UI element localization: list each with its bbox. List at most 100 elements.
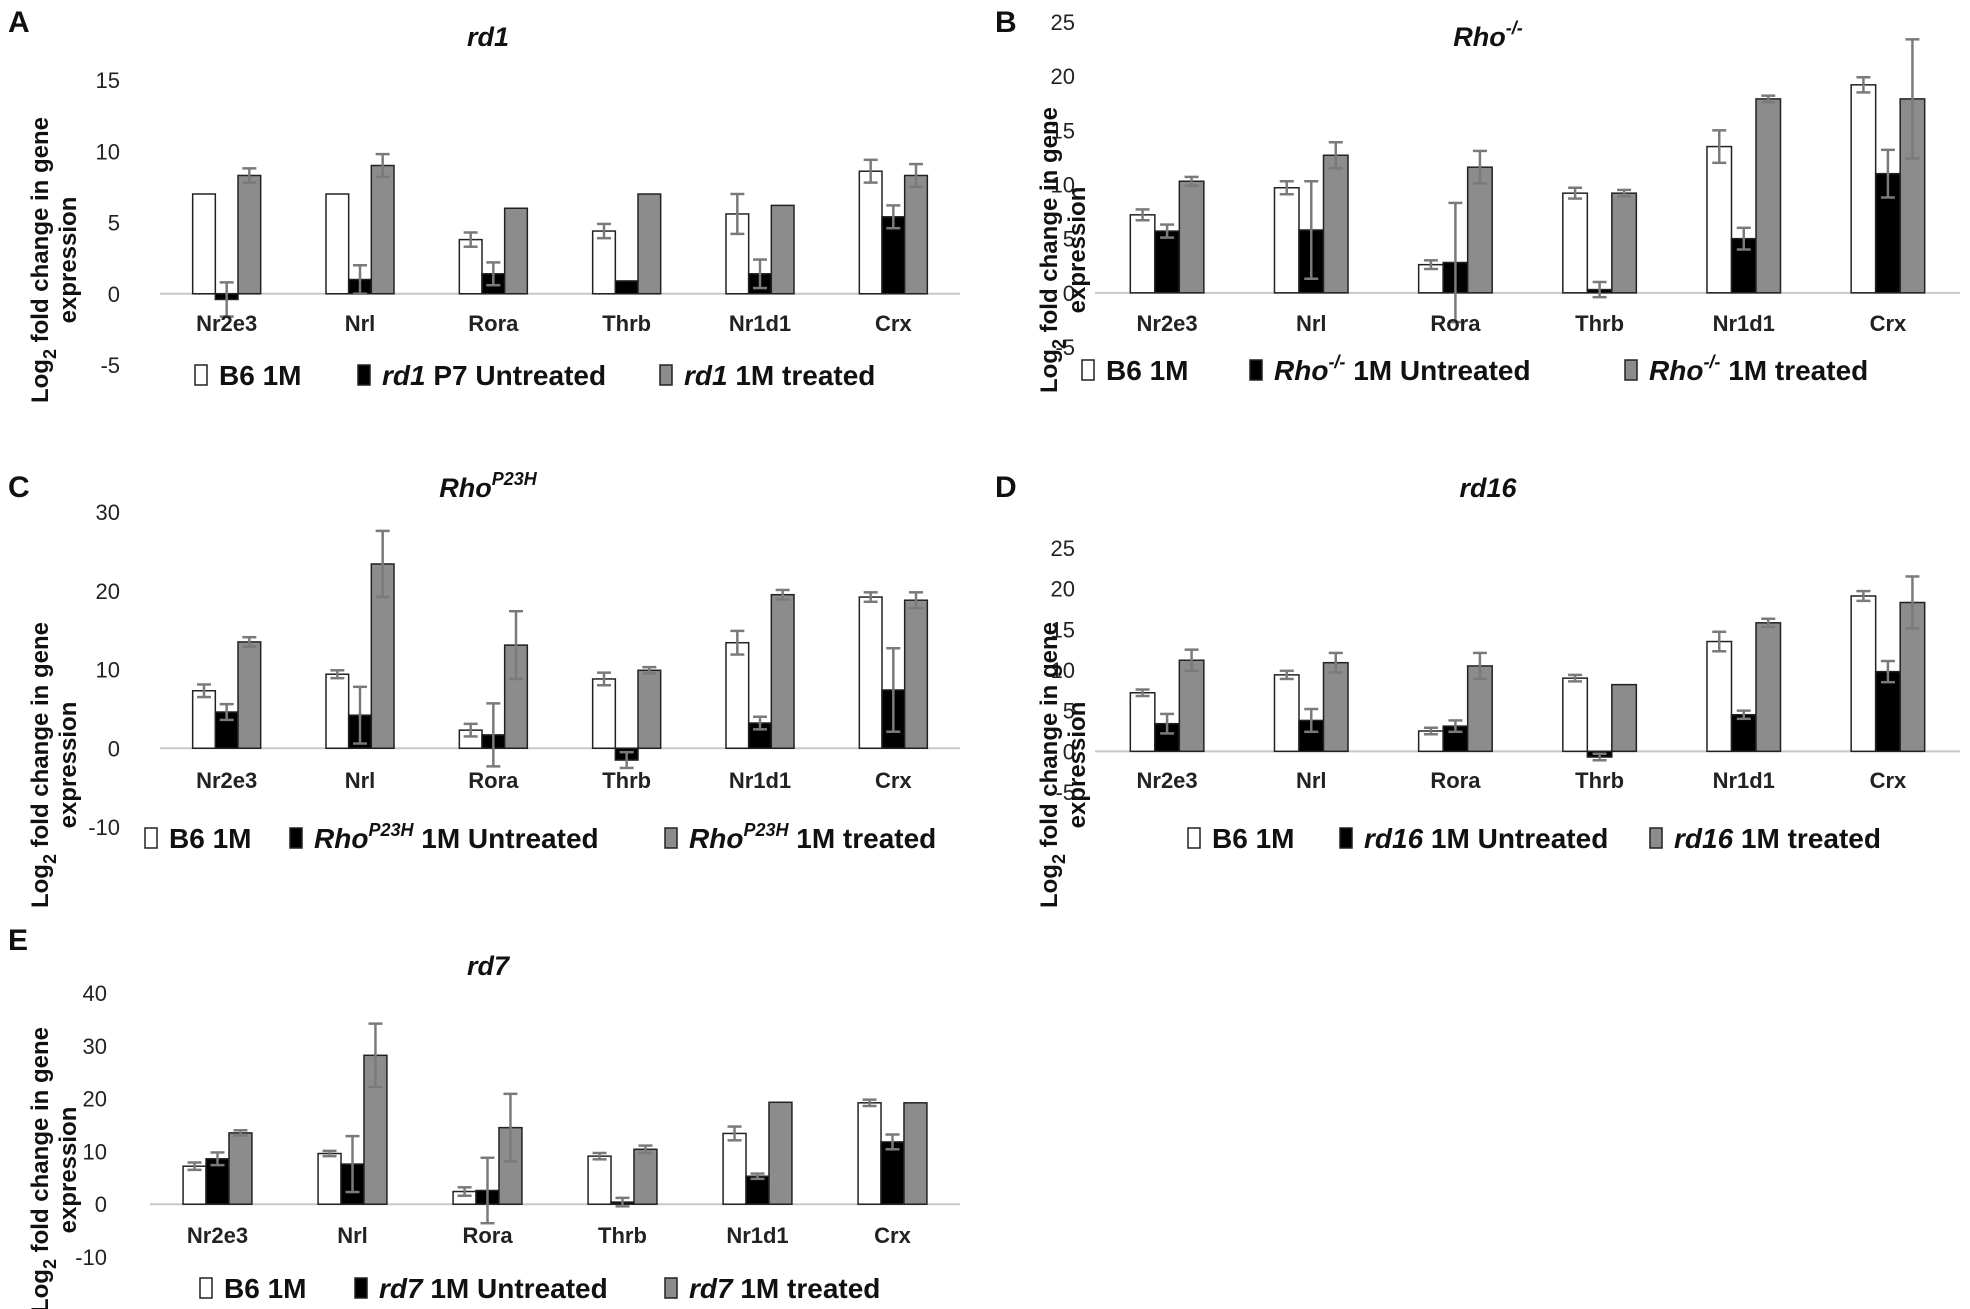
legend: B6 1M rd7 1M Untreated rd7 1M treated xyxy=(199,1273,880,1304)
error-bar xyxy=(242,635,257,648)
error-bar xyxy=(1856,589,1871,603)
treated-bar xyxy=(1322,661,1349,753)
y-tick-label: 15 xyxy=(1051,118,1075,143)
b6-bar xyxy=(591,230,617,295)
b6-bar xyxy=(725,641,750,749)
category-label: Rora xyxy=(468,768,519,793)
error-bar xyxy=(642,665,657,675)
category-label: Thrb xyxy=(602,768,651,793)
legend-swatch xyxy=(1081,359,1095,381)
legend-label: rd16 1M Untreated xyxy=(1364,823,1608,854)
legend-swatch xyxy=(659,364,673,386)
y-tick-label: 0 xyxy=(1063,739,1075,764)
error-bar xyxy=(1184,648,1199,673)
y-tick-label: 10 xyxy=(83,1139,107,1164)
legend: B6 1M RhoP23H​ 1M Untreated RhoP23H​ 1M tr… xyxy=(144,820,936,854)
legend-swatch xyxy=(1249,359,1263,381)
error-bar xyxy=(353,264,367,295)
error-bar xyxy=(1472,149,1487,185)
category-label: Nr1d1 xyxy=(1713,768,1775,793)
error-bar xyxy=(368,1022,383,1089)
treated-bar xyxy=(637,669,662,749)
y-tick-label: 5 xyxy=(1063,699,1075,724)
y-axis-label: Log2 fold change in geneexpression xyxy=(1036,107,1091,393)
category-label: Crx xyxy=(874,1223,911,1248)
legend-label: RhoP23H​ 1M Untreated xyxy=(314,820,599,854)
legend-swatch xyxy=(289,827,303,849)
error-bar xyxy=(219,702,234,722)
error-bar xyxy=(1448,719,1463,734)
y-tick-label: 20 xyxy=(96,579,120,604)
treated-bar xyxy=(637,193,662,295)
error-bar xyxy=(1761,94,1776,104)
y-tick-label: -5 xyxy=(1055,335,1075,360)
error-bar xyxy=(375,152,390,179)
error-bar xyxy=(503,1092,518,1163)
treated-bar xyxy=(633,1148,658,1205)
legend-label: RhoP23H​ 1M treated xyxy=(689,820,936,854)
treated-bar xyxy=(1322,154,1349,294)
category-label: Rora xyxy=(1430,311,1481,336)
error-bar xyxy=(1761,617,1776,629)
treated-bar xyxy=(770,204,795,295)
error-bar xyxy=(242,167,257,184)
error-bar xyxy=(615,1196,630,1208)
legend: B6 1M rd1 P7 Untreated rd1 1M treated xyxy=(194,360,875,391)
error-bar xyxy=(210,1151,225,1167)
category-label: Nr1d1 xyxy=(729,768,791,793)
b6-bar xyxy=(1562,677,1589,753)
y-tick-label: -5 xyxy=(1055,780,1075,805)
error-bar xyxy=(775,588,790,601)
error-bar xyxy=(1279,180,1294,196)
y-axis-label: Log2 fold change in geneexpression xyxy=(27,117,82,403)
y-tick-label: 15 xyxy=(1051,617,1075,642)
legend-label: B6 1M xyxy=(1212,823,1294,854)
y-tick-label: 20 xyxy=(1051,64,1075,89)
error-bar xyxy=(463,722,478,738)
category-label: Nr2e3 xyxy=(187,1223,248,1248)
b6-bar xyxy=(858,170,883,295)
legend-label: rd1 1M treated xyxy=(684,360,875,391)
category-label: Nr1d1 xyxy=(729,311,791,336)
category-label: Nr2e3 xyxy=(1137,768,1198,793)
treated-bar xyxy=(1466,166,1493,294)
y-tick-label: 30 xyxy=(83,1034,107,1059)
b6-bar xyxy=(191,690,217,750)
treated-bar xyxy=(237,641,262,749)
error-bar xyxy=(1304,707,1319,734)
error-bar xyxy=(727,1125,742,1142)
panel-c: C RhoP23H -10 0 10 20 30 Nr2e3 Nrl Rora Thrb Nr1d1 C… xyxy=(8,469,960,908)
error-bar xyxy=(1617,188,1632,198)
b6-bar xyxy=(1850,595,1877,753)
y-tick-label: -10 xyxy=(88,815,120,840)
legend-swatch xyxy=(1339,827,1353,849)
y-axis-label: Log2 fold change in geneexpression xyxy=(27,1027,82,1309)
panel-letter: C xyxy=(8,471,30,504)
y-tick-label: 0 xyxy=(95,1192,107,1217)
y-tick-label: 40 xyxy=(83,981,107,1006)
treated-bar xyxy=(903,174,929,295)
category-label: Nr2e3 xyxy=(1137,311,1198,336)
y-tick-label: 30 xyxy=(96,500,120,525)
error-bar xyxy=(1736,226,1751,251)
category-label: Nr2e3 xyxy=(196,768,257,793)
y-tick-label: 10 xyxy=(1051,173,1075,198)
error-bar xyxy=(1736,709,1751,721)
error-bar xyxy=(1423,259,1438,271)
error-bar xyxy=(1592,752,1607,762)
legend-label: B6 1M xyxy=(219,360,301,391)
treated-bar xyxy=(1178,180,1205,294)
error-bar xyxy=(1880,659,1895,684)
category-label: Nr2e3 xyxy=(196,311,257,336)
error-bar xyxy=(619,750,634,770)
category-label: Nrl xyxy=(1296,311,1327,336)
error-bar xyxy=(480,1156,495,1225)
y-axis-label: Log2 fold change in geneexpression xyxy=(1036,622,1091,908)
y-tick-label: 0 xyxy=(1063,281,1075,306)
panel-letter: D xyxy=(995,471,1017,504)
error-bar xyxy=(863,591,878,604)
error-bar xyxy=(197,683,211,699)
error-bar xyxy=(863,158,878,184)
error-bar xyxy=(187,1161,202,1172)
treated-bar xyxy=(1755,98,1782,294)
